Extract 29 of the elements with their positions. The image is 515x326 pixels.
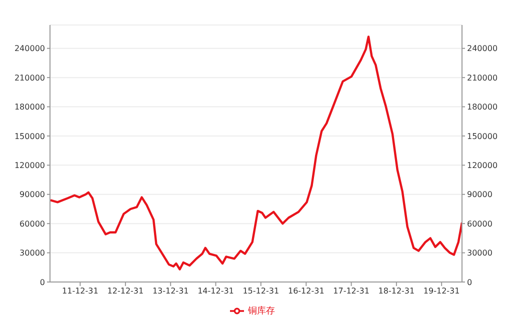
x-tick-label: 18-12-31 xyxy=(378,286,415,296)
x-tick-label: 17-12-31 xyxy=(333,286,370,296)
x-tick-label: 13-12-31 xyxy=(152,286,189,296)
x-tick-label: 11-12-31 xyxy=(62,286,98,296)
y-tick-label: 120000 xyxy=(14,161,45,170)
y2-tick-label: 30000 xyxy=(467,248,492,258)
y2-tick-label: 150000 xyxy=(467,132,498,141)
y2-tick-label: 120000 xyxy=(467,161,498,170)
y-tick-label: 90000 xyxy=(20,190,45,200)
y-tick-label: 30000 xyxy=(20,248,45,258)
y-tick-label: 240000 xyxy=(14,44,45,54)
legend-label: 铜库存 xyxy=(248,306,275,316)
y-tick-label: 150000 xyxy=(14,132,45,141)
y2-tick-label: 0 xyxy=(467,278,472,287)
x-tick-label: 16-12-31 xyxy=(288,286,324,296)
x-tick-label: 12-12-31 xyxy=(107,286,144,296)
y-tick-label: 0 xyxy=(40,278,45,287)
y-tick-label: 210000 xyxy=(14,73,45,82)
x-tick-label: 15-12-31 xyxy=(242,286,280,296)
x-tick-label: 14-12-31 xyxy=(198,286,234,296)
y2-tick-label: 240000 xyxy=(467,44,498,54)
y2-tick-label: 210000 xyxy=(467,73,498,82)
line-series xyxy=(50,36,462,270)
y2-tick-label: 60000 xyxy=(467,219,492,228)
y-tick-label: 60000 xyxy=(20,219,45,228)
x-tick-label: 19-12-31 xyxy=(423,286,460,296)
y2-tick-label: 180000 xyxy=(467,102,498,112)
y-tick-label: 180000 xyxy=(14,102,45,112)
y2-tick-label: 90000 xyxy=(467,190,492,200)
